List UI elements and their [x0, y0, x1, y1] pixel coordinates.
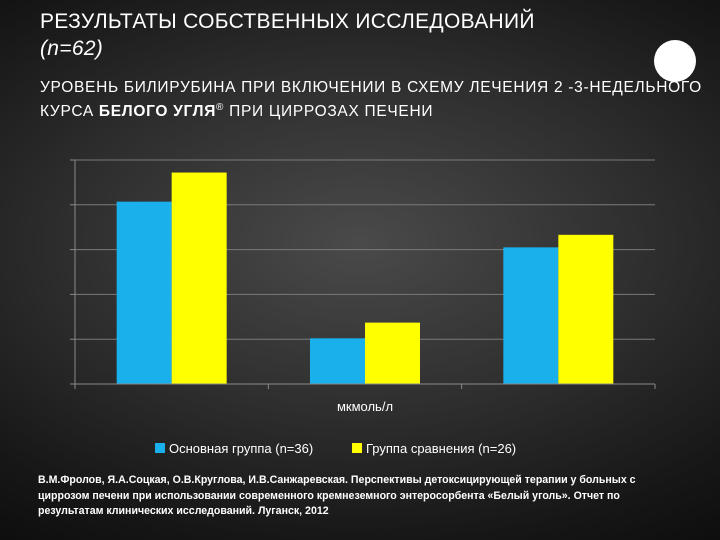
bar-series-2 [171, 172, 227, 384]
chart-legend: Основная группа (n=36) Группа сравнения (… [155, 441, 516, 456]
bar-series-2 [558, 234, 614, 384]
legend-swatch [352, 443, 362, 453]
registered-mark: ® [216, 101, 225, 113]
heading-text-part2: ПРИ ЦИРРОЗАХ ПЕЧЕНИ [224, 103, 434, 120]
chart-axes [70, 159, 656, 389]
bilirubin-bar-chart: мкмоль/л Основная группа (n=36) Группа ср… [70, 159, 656, 456]
logo-circle-icon [654, 40, 696, 82]
heading-text-part1: УРОВЕНЬ БИЛИРУБИНА ПРИ ВКЛЮЧЕНИИ В СХЕМУ… [40, 79, 702, 120]
bar-series-1 [503, 247, 559, 384]
chart-heading: УРОВЕНЬ БИЛИРУБИНА ПРИ ВКЛЮЧЕНИИ В СХЕМУ… [40, 76, 710, 124]
legend-label: Группа сравнения (n=26) [366, 441, 516, 456]
bar-series-1 [310, 338, 365, 384]
citation-footnote: В.М.Фролов, Я.А.Соцкая, О.В.Круглова, И.… [38, 474, 636, 517]
legend-swatch [155, 443, 165, 453]
bar-series-2 [365, 322, 420, 384]
title-text: РЕЗУЛЬТАТЫ СОБСТВЕННЫХ ИССЛЕДОВАНИЙ [40, 10, 535, 33]
legend-label: Основная группа (n=36) [169, 441, 313, 456]
chart-bars [116, 172, 614, 384]
x-axis-label: мкмоль/л [337, 399, 393, 414]
bar-series-1 [116, 201, 172, 384]
sample-size-subtitle: (n=62) [40, 37, 104, 60]
heading-product-name: БЕЛОГО УГЛЯ [98, 103, 217, 120]
slide-title: РЕЗУЛЬТАТЫ СОБСТВЕННЫХ ИССЛЕДОВАНИЙ (n=6… [40, 8, 680, 62]
